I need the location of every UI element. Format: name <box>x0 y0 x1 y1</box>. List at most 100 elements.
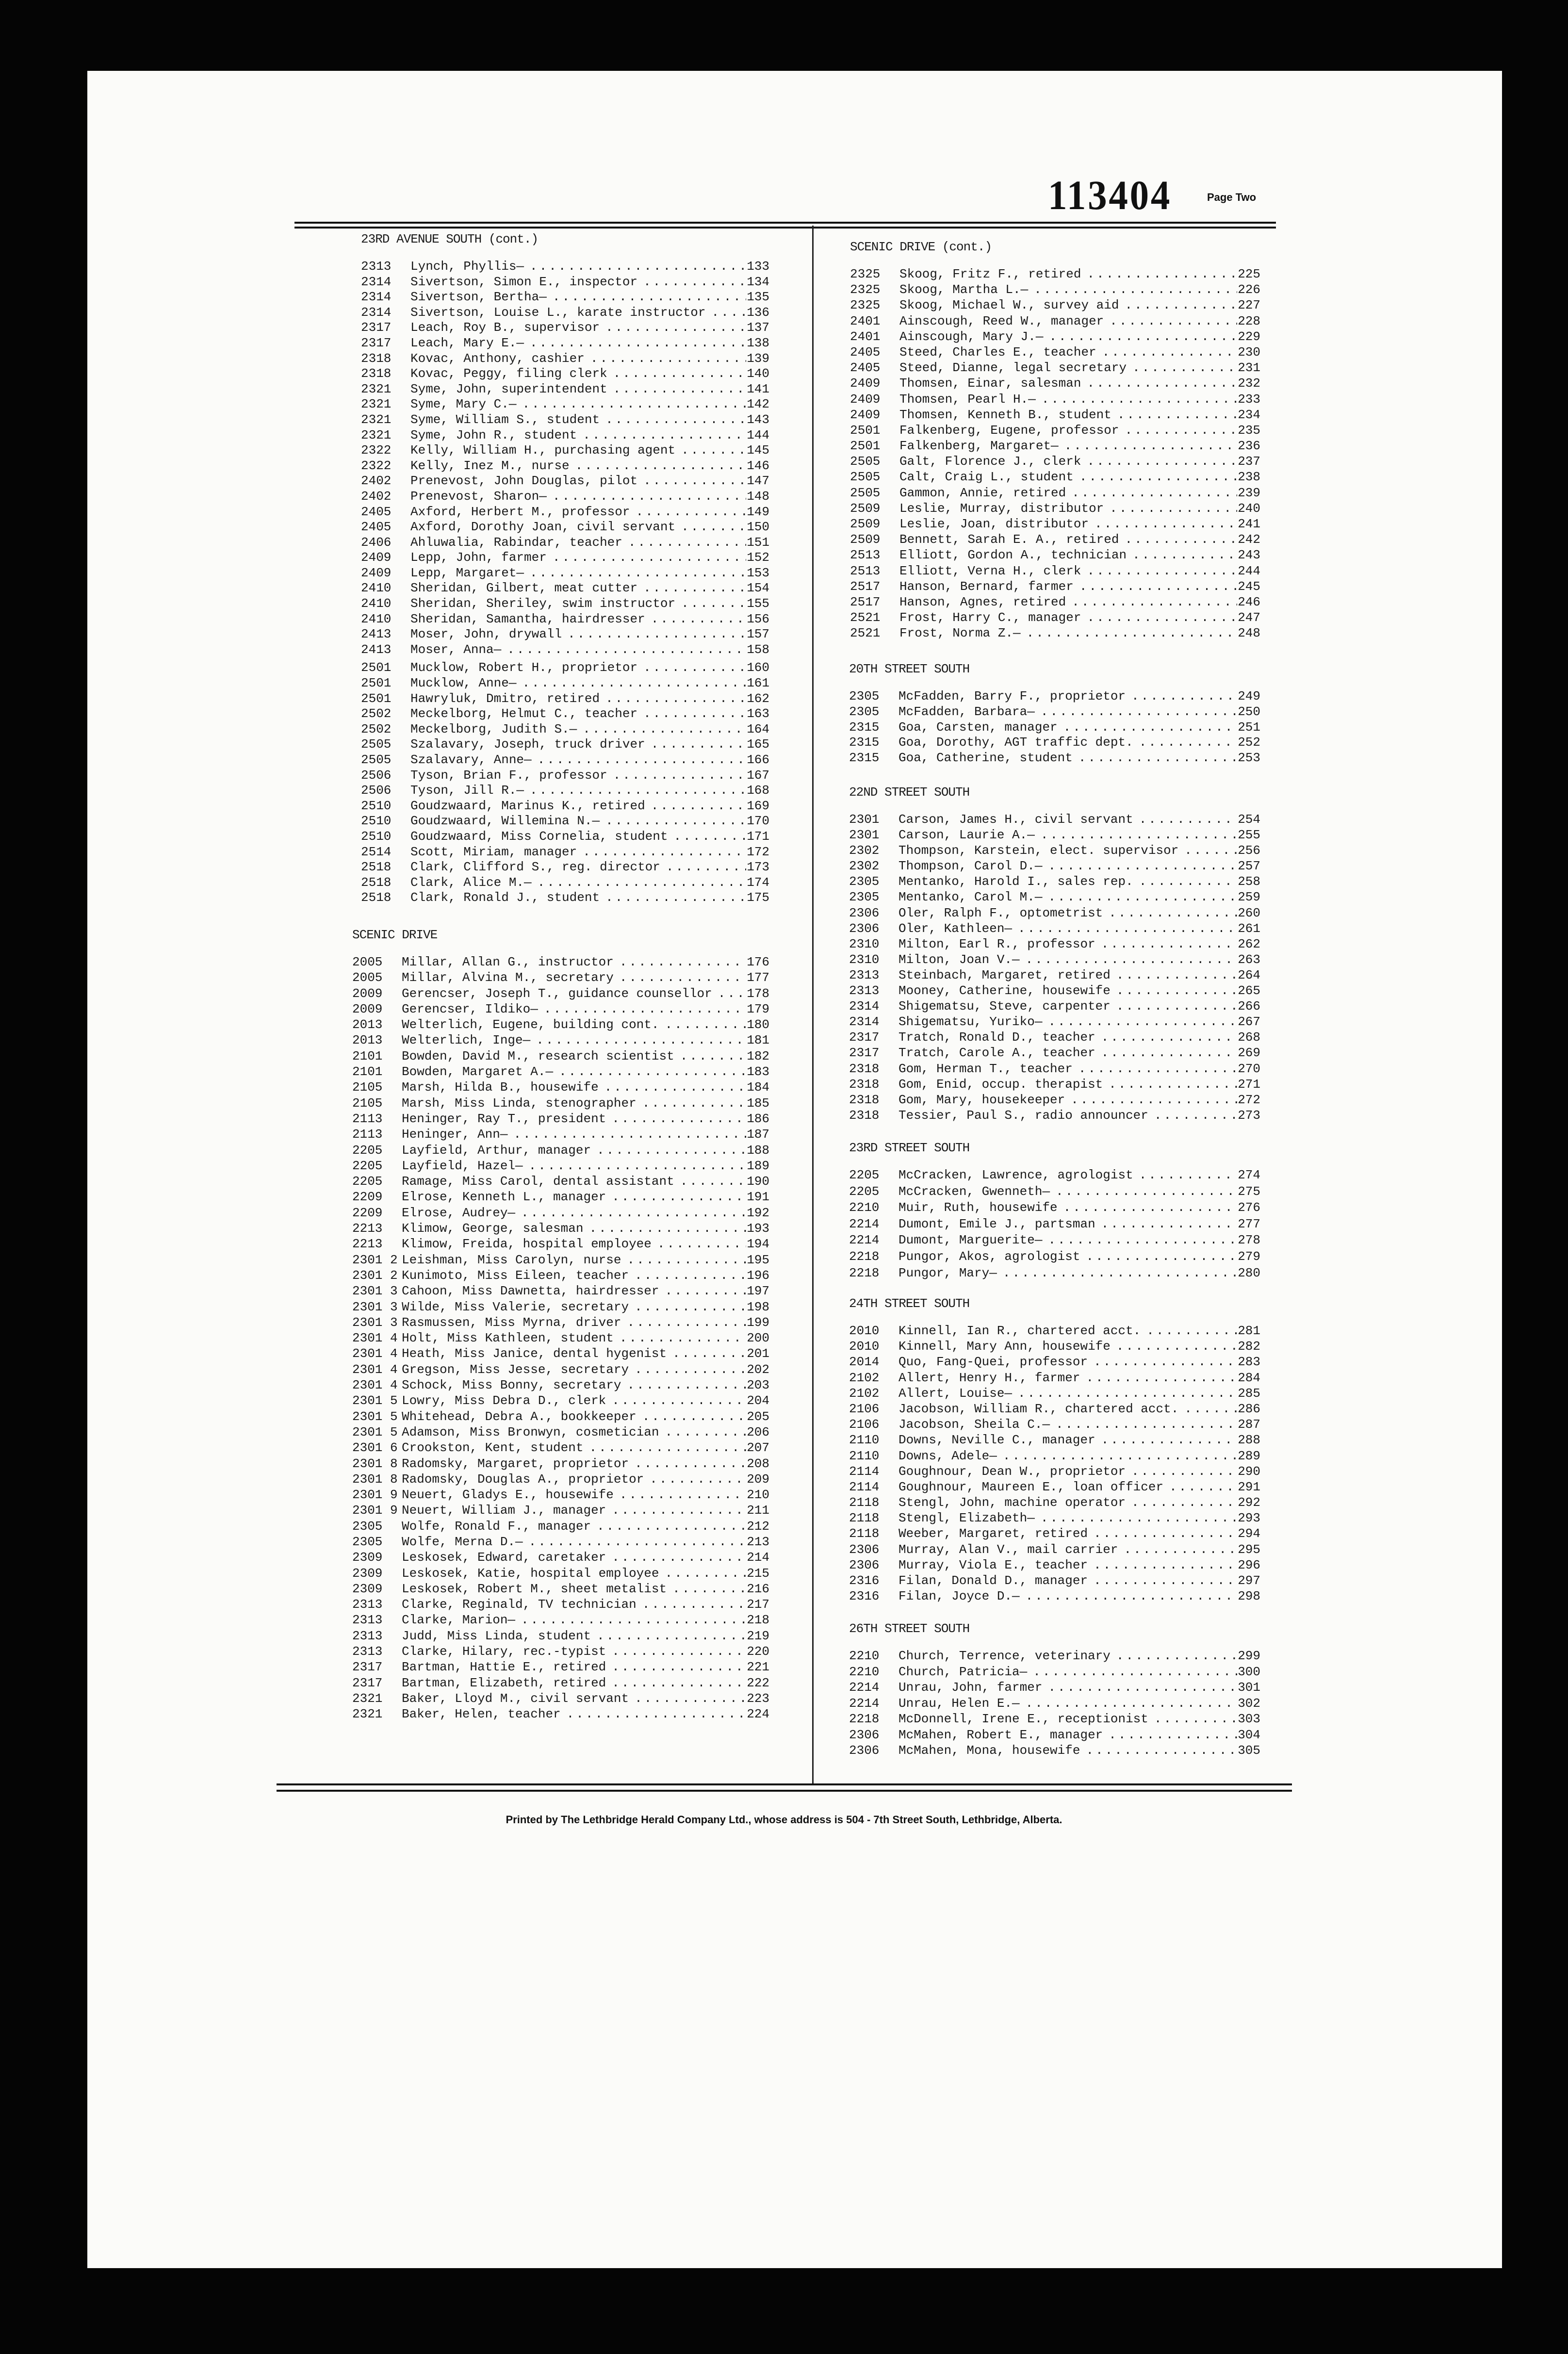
entry-number: 285 <box>1238 1386 1260 1401</box>
directory-entry: 2314 Sivertson, Simon E., inspector......… <box>361 275 769 290</box>
entry-number: 199 <box>747 1315 769 1330</box>
dot-leader: ........................................… <box>1002 1448 1237 1463</box>
entry-number: 257 <box>1238 859 1260 874</box>
dot-leader: ........................................… <box>672 1581 746 1596</box>
directory-entry: 2402 Prenevost, Sharon—..................… <box>361 489 769 505</box>
entry-number: 148 <box>747 489 769 504</box>
dot-leader: ........................................… <box>528 1158 746 1173</box>
entry-number: 189 <box>747 1158 769 1173</box>
resident-name: Elrose, Kenneth L., manager <box>402 1190 606 1205</box>
street-number: 2510 <box>361 814 392 829</box>
resident-name: Mentanko, Carol M.— <box>898 890 1043 905</box>
street-number: 2521 <box>850 610 881 625</box>
dot-leader: ........................................… <box>681 520 746 535</box>
entry-number: 245 <box>1238 579 1260 594</box>
street-number: 2518 <box>361 890 392 905</box>
street-number: 2505 <box>850 470 881 485</box>
directory-entry: 2313 Clarke, Marion—.....................… <box>352 1613 769 1628</box>
dot-leader: ........................................… <box>1116 1339 1237 1354</box>
directory-entry: 2205 McCracken, Lawrence, agrologist.....… <box>849 1168 1260 1184</box>
dot-leader: ........................................… <box>651 611 746 626</box>
resident-name: Lowry, Miss Debra D., clerk <box>402 1393 606 1408</box>
directory-entry: 2301 9 Neuert, William J., manager.......… <box>352 1503 769 1519</box>
entry-number: 206 <box>747 1424 769 1439</box>
resident-name: Kelly, William H., purchasing agent <box>410 443 676 458</box>
resident-name: Gerencser, Joseph T., guidance counsello… <box>402 986 712 1001</box>
street-number: 2409 <box>850 407 881 422</box>
street-number: 2501 <box>361 660 392 675</box>
dot-leader: ........................................… <box>589 1440 746 1455</box>
street-section: 22ND STREET SOUTH 2301 Carson, James H., c… <box>849 785 1260 1124</box>
dot-leader: ........................................… <box>530 259 746 274</box>
resident-name: Mooney, Catherine, housewife <box>898 983 1111 998</box>
resident-name: Kinnell, Mary Ann, housewife <box>898 1339 1111 1354</box>
dot-leader: ........................................… <box>1139 1168 1237 1182</box>
entry-number: 273 <box>1238 1108 1260 1123</box>
street-number: 2214 <box>849 1216 880 1231</box>
dot-leader: ........................................… <box>636 504 746 519</box>
directory-entry: 2009 Gerencser, Joseph T., guidance couns… <box>352 986 769 1002</box>
resident-name: Syme, John R., student <box>410 427 577 442</box>
directory-entry: 2205 McCracken, Gwenneth—................… <box>849 1184 1260 1201</box>
resident-name: Milton, Joan V.— <box>898 952 1020 967</box>
dot-leader: ........................................… <box>613 768 746 783</box>
dot-leader: ........................................… <box>1049 329 1237 344</box>
entry-number: 155 <box>747 596 769 611</box>
directory-entry: 2302 Thompson, Carol D.—.................… <box>849 859 1260 874</box>
directory-entry: 2501 Falkenberg, Margaret—...............… <box>850 439 1260 454</box>
street-number: 2401 <box>850 313 881 328</box>
directory-entry: 2521 Frost, Norma Z.—....................… <box>850 626 1260 641</box>
resident-name: Sheridan, Sheriley, swim instructor <box>410 596 676 611</box>
directory-entry: 2101 Bowden, Margaret A.—................… <box>352 1064 769 1080</box>
dot-leader: ........................................… <box>619 1331 746 1346</box>
resident-name: Mucklow, Anne— <box>410 676 517 691</box>
street-number: 2316 <box>849 1573 880 1588</box>
dot-leader: ........................................… <box>1041 392 1237 407</box>
entry-number: 134 <box>747 274 769 289</box>
resident-name: Gom, Enid, occup. therapist <box>898 1077 1103 1092</box>
resident-name: McMahen, Mona, housewife <box>898 1743 1080 1758</box>
entry-number: 252 <box>1238 735 1260 750</box>
resident-name: McDonnell, Irene E., receptionist <box>898 1712 1148 1726</box>
entry-number: 165 <box>747 737 769 752</box>
resident-name: Leishman, Miss Carolyn, nurse <box>402 1252 621 1267</box>
street-number: 2306 <box>849 921 880 936</box>
dot-leader: ........................................… <box>612 1393 746 1408</box>
street-number: 2313 <box>352 1613 383 1628</box>
entry-number: 238 <box>1238 470 1260 485</box>
street-number: 2410 <box>361 611 392 626</box>
street-number: 2306 <box>849 1743 880 1758</box>
entry-number: 143 <box>747 412 769 427</box>
directory-entry: 2413 Moser, Anna—........................… <box>361 642 769 658</box>
resident-name: Hanson, Agnes, retired <box>899 594 1066 609</box>
dot-leader: ........................................… <box>1116 1649 1237 1663</box>
entry-number: 233 <box>1238 392 1260 407</box>
resident-name: Szalavary, Joseph, truck driver <box>410 737 645 752</box>
dot-leader: ........................................… <box>665 1017 747 1032</box>
street-number: 2301 8 <box>352 1456 398 1471</box>
entry-number: 170 <box>747 814 769 829</box>
directory-entry: 2302 Thompson, Karstein, elect. superviso… <box>849 843 1260 859</box>
dot-leader: ........................................… <box>1101 1046 1237 1061</box>
directory-entry: 2301 4 Gregson, Miss Jesse, secretary....… <box>352 1362 769 1378</box>
street-heading: SCENIC DRIVE (cont.) <box>850 240 992 254</box>
dot-leader: ........................................… <box>1086 1249 1237 1264</box>
street-number: 2214 <box>849 1233 880 1248</box>
resident-name: Tratch, Ronald D., teacher <box>898 1030 1095 1045</box>
dot-leader: ........................................… <box>657 1237 746 1252</box>
dot-leader: ........................................… <box>1094 517 1237 531</box>
dot-leader: ........................................… <box>1131 1464 1237 1479</box>
entry-number: 153 <box>747 565 769 580</box>
resident-name: Clarke, Hilary, rec.-typist <box>402 1644 606 1659</box>
entry-number: 265 <box>1238 983 1260 998</box>
street-number: 2317 <box>361 320 392 335</box>
directory-entry: 2218 McDonnell, Irene E., receptionist...… <box>849 1712 1260 1728</box>
directory-entry: 2214 Unrau, Helen E.—....................… <box>849 1696 1260 1712</box>
resident-name: Heninger, Ann— <box>402 1127 508 1142</box>
entry-number: 211 <box>747 1503 769 1518</box>
street-number: 2110 <box>849 1448 880 1463</box>
dot-leader: ........................................… <box>530 783 746 798</box>
entry-number: 181 <box>747 1033 769 1048</box>
resident-name: Lepp, Margaret— <box>410 565 524 580</box>
directory-entry: 2513 Elliott, Verna H., clerk............… <box>850 564 1260 579</box>
